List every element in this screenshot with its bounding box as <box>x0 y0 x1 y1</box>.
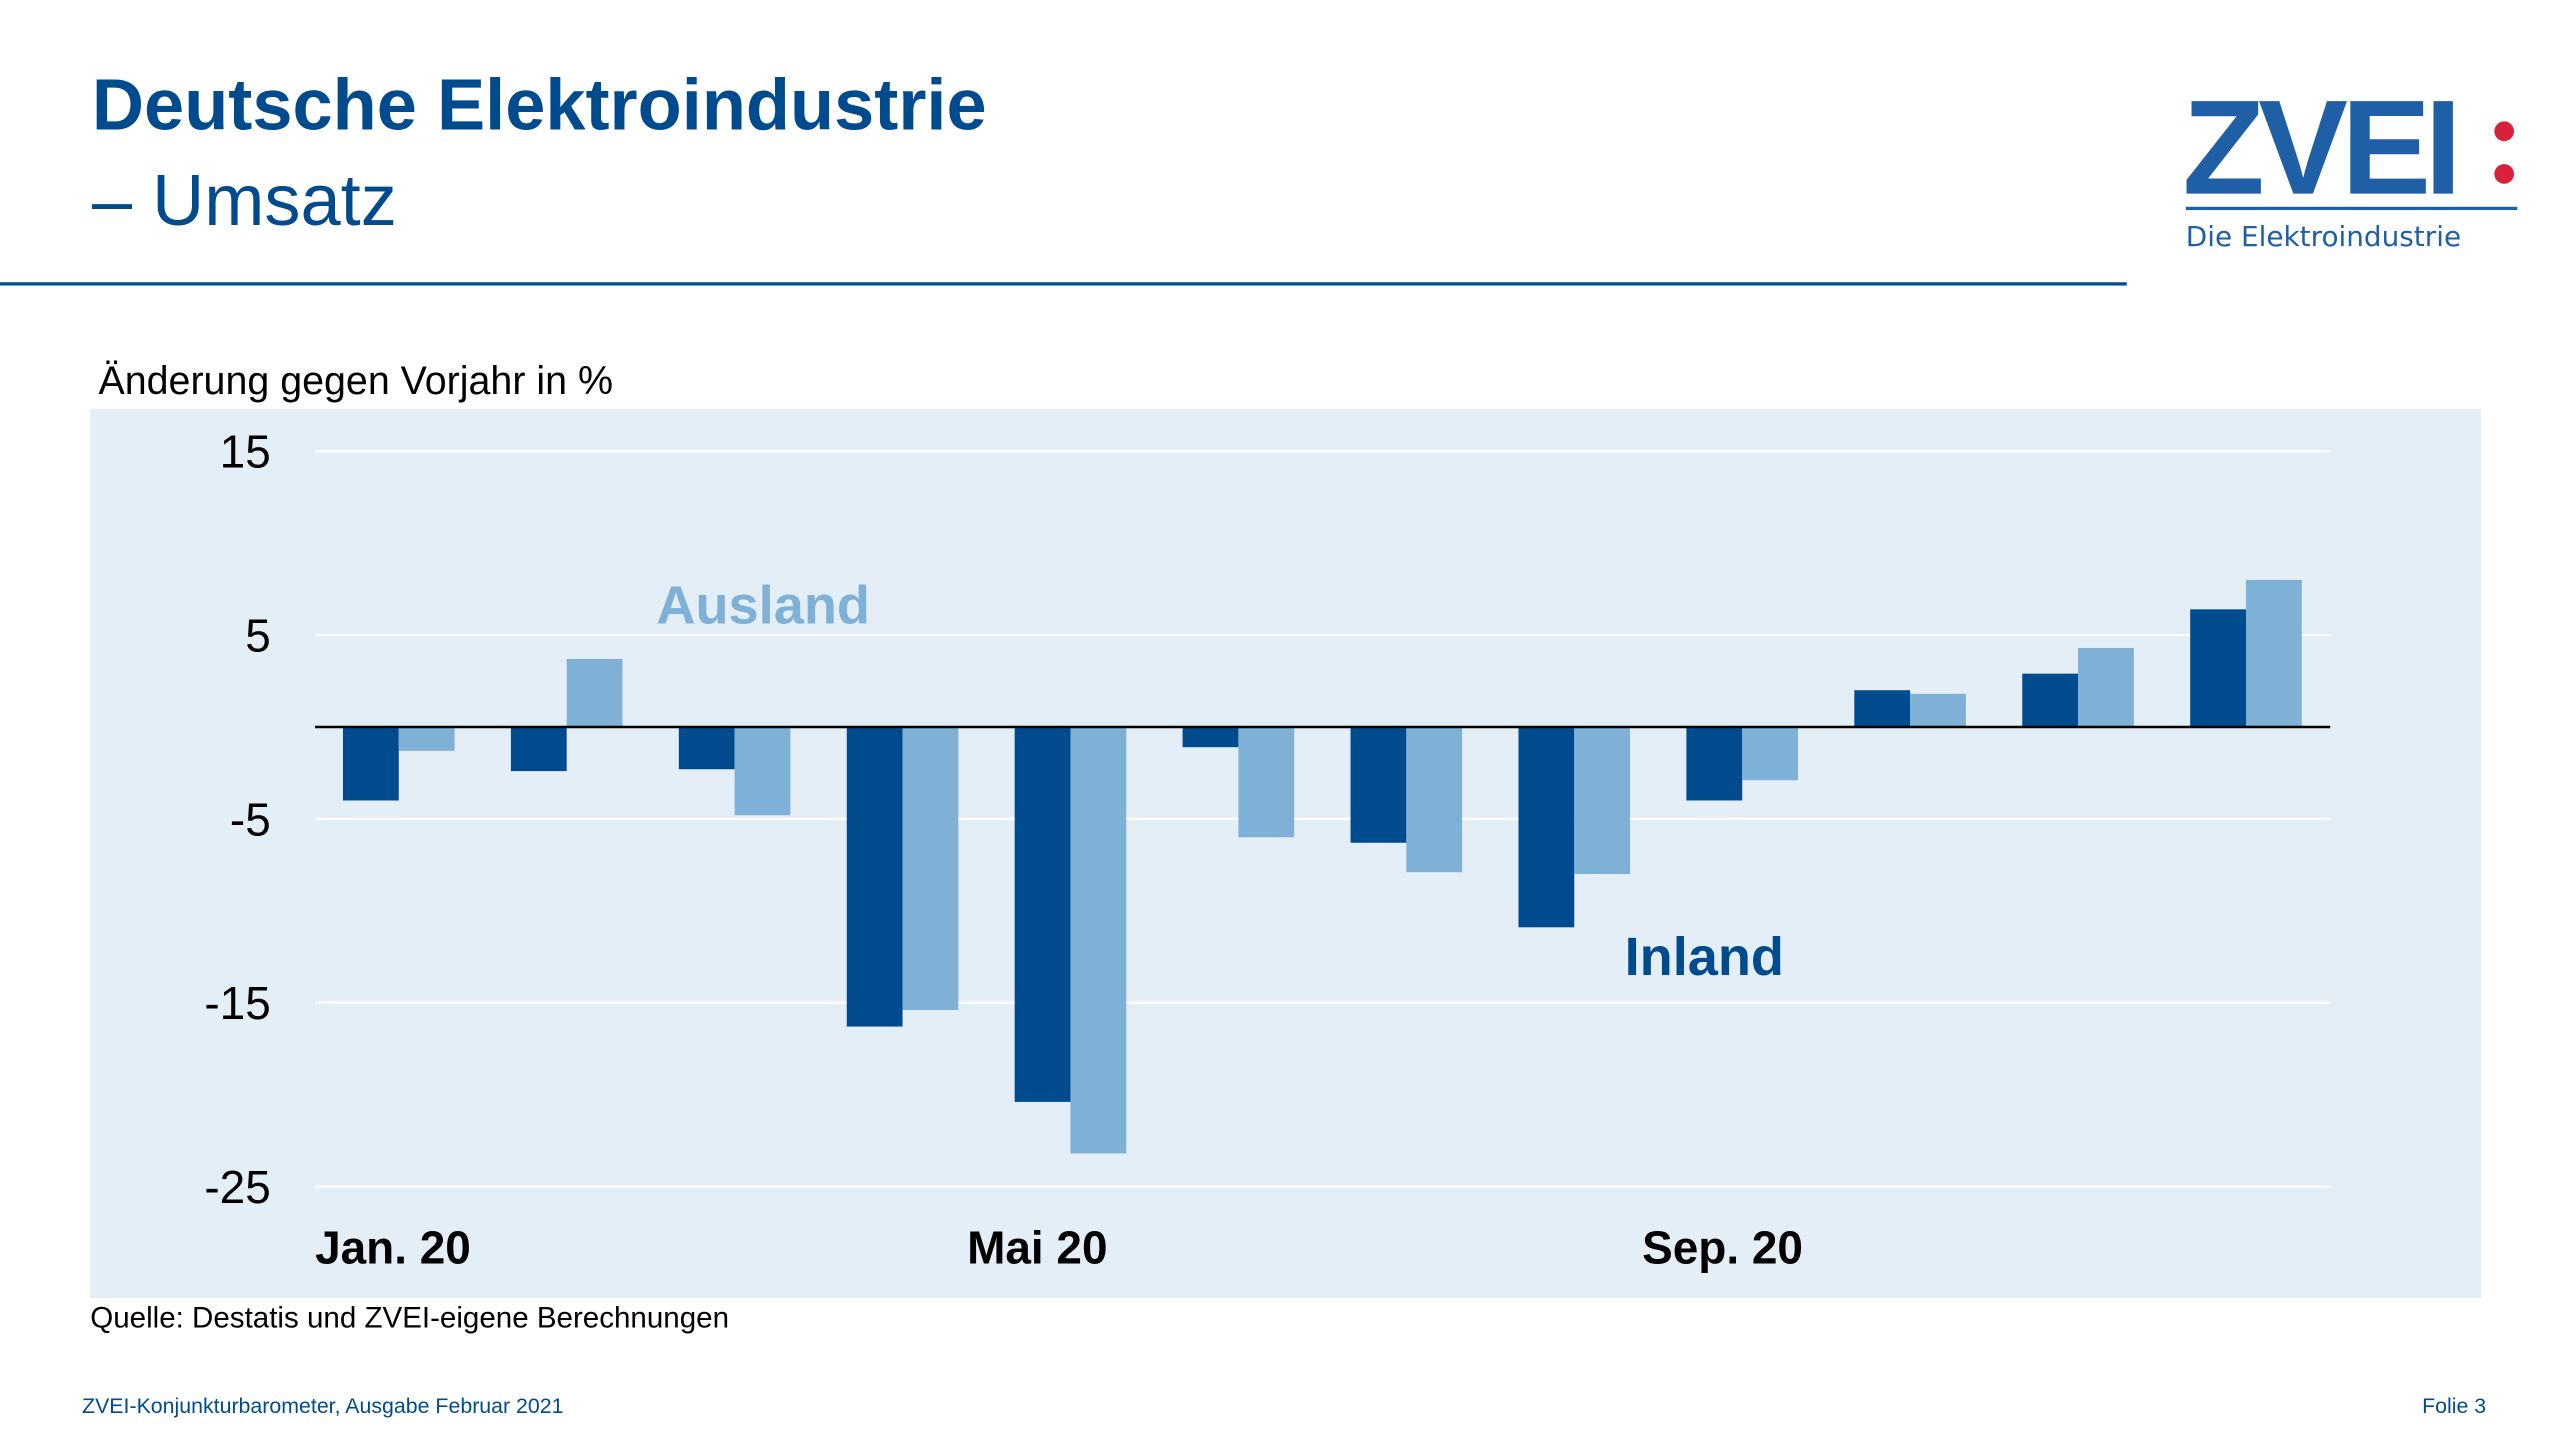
bar-inland <box>1854 690 1911 727</box>
x-tick-label: Sep. 20 <box>1642 1222 1803 1274</box>
legend-inland: Inland <box>1625 927 1784 987</box>
y-axis-label: Änderung gegen Vorjahr in % <box>98 359 614 404</box>
bar-inland <box>1686 726 1743 801</box>
bar-ausland <box>2078 647 2134 727</box>
bar-inland <box>2022 673 2079 727</box>
page-title: Deutsche Elektroindustrie <box>91 65 987 147</box>
bar-inland <box>1014 726 1071 1102</box>
x-tick-label: Mai 20 <box>967 1222 1107 1274</box>
bar-inland <box>1518 726 1575 928</box>
svg-text:ZVEI: ZVEI <box>2183 82 2456 223</box>
bar-ausland <box>1238 726 1295 838</box>
logo-tagline: Die Elektroindustrie <box>2186 220 2461 253</box>
bar-inland <box>846 726 903 1027</box>
bar-ausland <box>1910 693 1966 727</box>
bar-ausland <box>1742 726 1798 781</box>
plot-background <box>90 408 2482 1299</box>
header-divider <box>0 282 2127 286</box>
bar-ausland <box>398 726 455 751</box>
y-tick-label: -5 <box>230 793 271 845</box>
source-note: Quelle: Destatis und ZVEI-eigene Berechn… <box>90 1301 730 1335</box>
bar-inland <box>1182 726 1239 748</box>
y-tick-label: 5 <box>245 609 271 661</box>
y-tick-label: -15 <box>204 977 270 1029</box>
bar-ausland <box>734 726 791 816</box>
y-tick-label: 15 <box>220 426 271 478</box>
bar-ausland <box>902 726 959 1011</box>
x-tick-label: Jan. 20 <box>315 1222 471 1274</box>
footer-text: ZVEI-Konjunkturbarometer, Ausgabe Februa… <box>82 1393 564 1418</box>
bar-inland <box>1350 726 1407 843</box>
bar-inland <box>678 726 735 770</box>
bar-ausland <box>1070 726 1127 1154</box>
y-tick-label: -25 <box>204 1161 270 1213</box>
bar-ausland <box>1406 726 1463 873</box>
bar-ausland <box>566 658 623 727</box>
legend-ausland: Ausland <box>656 576 870 636</box>
zvei-logo: ZVEI Die Elektroindustrie <box>2183 82 2518 253</box>
bar-ausland <box>1574 726 1631 874</box>
bar-ausland <box>2245 579 2302 727</box>
page-subtitle: – Umsatz <box>91 160 397 242</box>
bar-inland <box>2190 609 2246 727</box>
slide-number: Folie 3 <box>2422 1393 2487 1418</box>
bar-inland <box>342 726 399 801</box>
bar-inland <box>510 726 567 772</box>
